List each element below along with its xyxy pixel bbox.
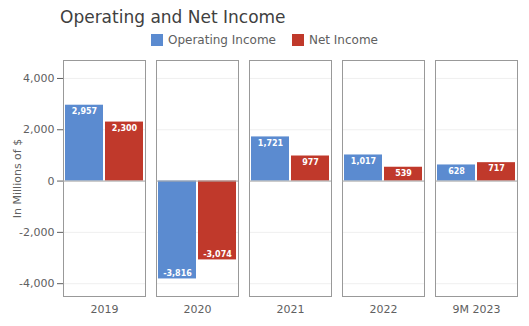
svg-text:9M 2023: 9M 2023 xyxy=(453,303,501,316)
svg-text:2022: 2022 xyxy=(370,303,398,316)
svg-text:2021: 2021 xyxy=(277,303,305,316)
html-text:Net Income: Net Income xyxy=(309,33,378,47)
svg-text:628: 628 xyxy=(448,167,465,176)
svg-text:1,017: 1,017 xyxy=(351,157,376,166)
svg-text:2019: 2019 xyxy=(91,303,119,316)
svg-text:-3,816: -3,816 xyxy=(163,269,192,278)
svg-text:2020: 2020 xyxy=(184,303,212,316)
svg-text:0: 0 xyxy=(48,175,55,188)
svg-text:539: 539 xyxy=(395,169,412,178)
svg-text:2,300: 2,300 xyxy=(112,124,138,133)
html-text:Operating and Net Income: Operating and Net Income xyxy=(60,7,286,27)
svg-text:-2,000: -2,000 xyxy=(19,226,54,239)
svg-text:In Millions of $: In Millions of $ xyxy=(11,139,24,218)
svg-text:-3,074: -3,074 xyxy=(203,250,232,259)
svg-text:-4,000: -4,000 xyxy=(19,277,54,290)
svg-text:2,000: 2,000 xyxy=(23,123,55,136)
html-text:Operating Income: Operating Income xyxy=(168,33,276,47)
svg-text:2,957: 2,957 xyxy=(72,107,97,116)
svg-text:717: 717 xyxy=(488,164,505,173)
svg-text:4,000: 4,000 xyxy=(23,72,55,85)
svg-text:977: 977 xyxy=(302,158,319,167)
svg-text:1,721: 1,721 xyxy=(258,139,284,148)
